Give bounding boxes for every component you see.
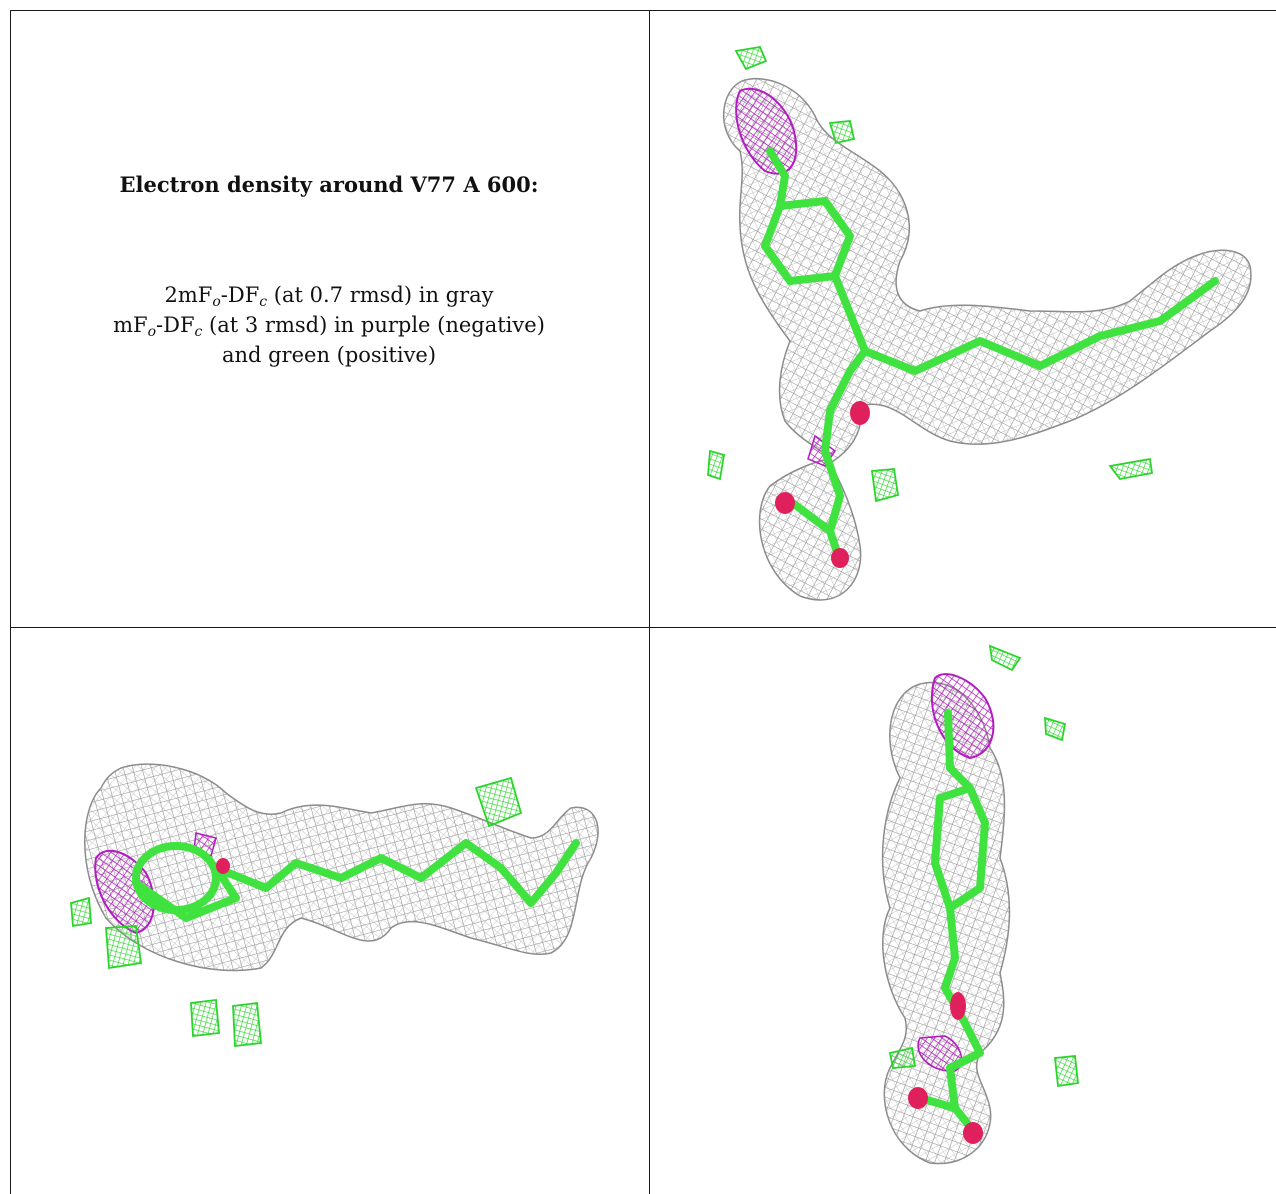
positive-density-blobs bbox=[70, 776, 523, 1048]
legend-line-colors: and green (positive) bbox=[221, 343, 437, 367]
positive-density-blobs bbox=[707, 45, 1154, 503]
table-border-top bbox=[10, 10, 1276, 11]
table-border-middle bbox=[10, 627, 1276, 628]
density-view-top-right bbox=[707, 45, 1252, 601]
table-border-left bbox=[10, 10, 11, 1194]
positive-density-blobs bbox=[888, 644, 1079, 1088]
oxygen-atoms bbox=[908, 992, 983, 1144]
density-view-bottom-left bbox=[70, 763, 599, 1048]
legend-line-gray: 2mFo-DFc (at 0.7 rmsd) in gray bbox=[164, 283, 494, 310]
caption-title: Electron density around V77 A 600: bbox=[119, 172, 539, 197]
density-view-bottom-right bbox=[881, 644, 1079, 1165]
ligand-stick-model bbox=[761, 147, 1219, 565]
gray-density-mesh bbox=[84, 763, 599, 972]
figure-frame: Electron density around V77 A 600: 2mFo-… bbox=[10, 10, 1276, 1194]
table-border-center bbox=[649, 10, 650, 1194]
gray-density-mesh bbox=[723, 77, 1252, 601]
ligand-stick-model bbox=[916, 709, 989, 1137]
caption-legend: 2mFo-DFc (at 0.7 rmsd) in gray mFo-DFc (… bbox=[10, 280, 648, 370]
ligand-stick-model bbox=[132, 839, 580, 922]
legend-line-difference: mFo-DFc (at 3 rmsd) in purple (negative) bbox=[113, 313, 545, 340]
caption-cell: Electron density around V77 A 600: 2mFo-… bbox=[10, 10, 648, 627]
oxygen-atoms bbox=[775, 401, 870, 568]
oxygen-atoms bbox=[216, 858, 230, 874]
